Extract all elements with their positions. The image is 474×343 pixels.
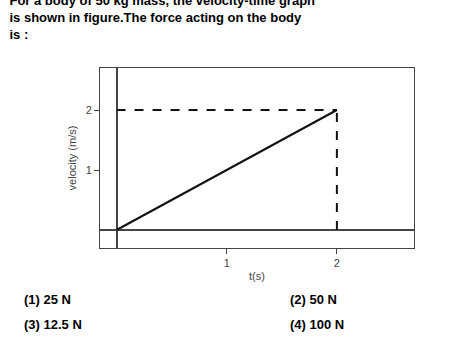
svg-text:(2) 50 N: (2) 50 N [290, 292, 337, 307]
svg-text:t(s): t(s) [249, 270, 265, 282]
svg-text:1: 1 [224, 257, 230, 269]
svg-text:2: 2 [86, 104, 92, 116]
svg-text:(4) 100 N: (4) 100 N [290, 317, 344, 332]
svg-text:1: 1 [86, 164, 92, 176]
svg-text:2: 2 [334, 257, 340, 269]
svg-text:(1) 25 N: (1) 25 N [24, 292, 71, 307]
svg-text:velocity (m/s): velocity (m/s) [66, 126, 78, 191]
svg-text:For a body of 50 kg mass, the: For a body of 50 kg mass, the velocity-t… [9, 0, 315, 42]
svg-text:(3) 12.5 N: (3) 12.5 N [24, 317, 82, 332]
